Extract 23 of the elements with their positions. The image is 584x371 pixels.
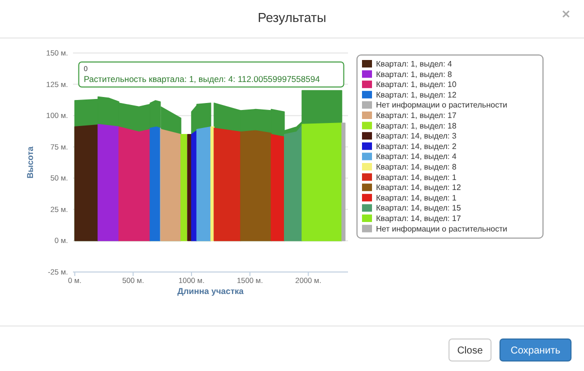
text: Close xyxy=(457,346,484,356)
legend-label: Квартал: 14, выдел: 8 xyxy=(376,162,457,172)
legend-label: Квартал: 14, выдел: 2 xyxy=(376,142,457,151)
legend-label: Нет информации о растительности xyxy=(376,224,508,234)
legend-label: Квартал: 14, выдел: 17 xyxy=(376,214,462,223)
annotation: Растительность квартала: 1, выдел: 4: 112.00559997558594 xyxy=(84,74,320,84)
x-axis-title: Длинна участка xyxy=(177,286,244,296)
legend-label: Квартал: 14, выдел: 3 xyxy=(376,132,457,141)
legend-label: Квартал: 14, выдел: 4 xyxy=(376,152,457,162)
legend-label: Квартал: 14, выдел: 1 xyxy=(376,193,457,202)
legend-label: Нет информации о растительности xyxy=(376,100,508,110)
legend-label: Квартал: 1, выдел: 8 xyxy=(376,70,453,79)
legend-label: Квартал: 1, выдел: 10 xyxy=(376,80,457,90)
legend-label: Квартал: 1, выдел: 12 xyxy=(376,90,457,100)
legend-label: Квартал: 1, выдел: 4 xyxy=(376,60,453,68)
legend-label: Квартал: 1, выдел: 17 xyxy=(376,111,457,120)
chart-title: Результаты xyxy=(258,10,326,25)
y-axis-title: Высота xyxy=(25,146,35,178)
legend-label: Квартал: 14, выдел: 15 xyxy=(376,204,462,213)
legend-label: Квартал: 14, выдел: 12 xyxy=(376,183,462,192)
text: Сохранить xyxy=(510,346,560,356)
legend-label: Квартал: 14, выдел: 1 xyxy=(376,172,457,182)
legend-label: Квартал: 1, выдел: 18 xyxy=(376,121,457,130)
